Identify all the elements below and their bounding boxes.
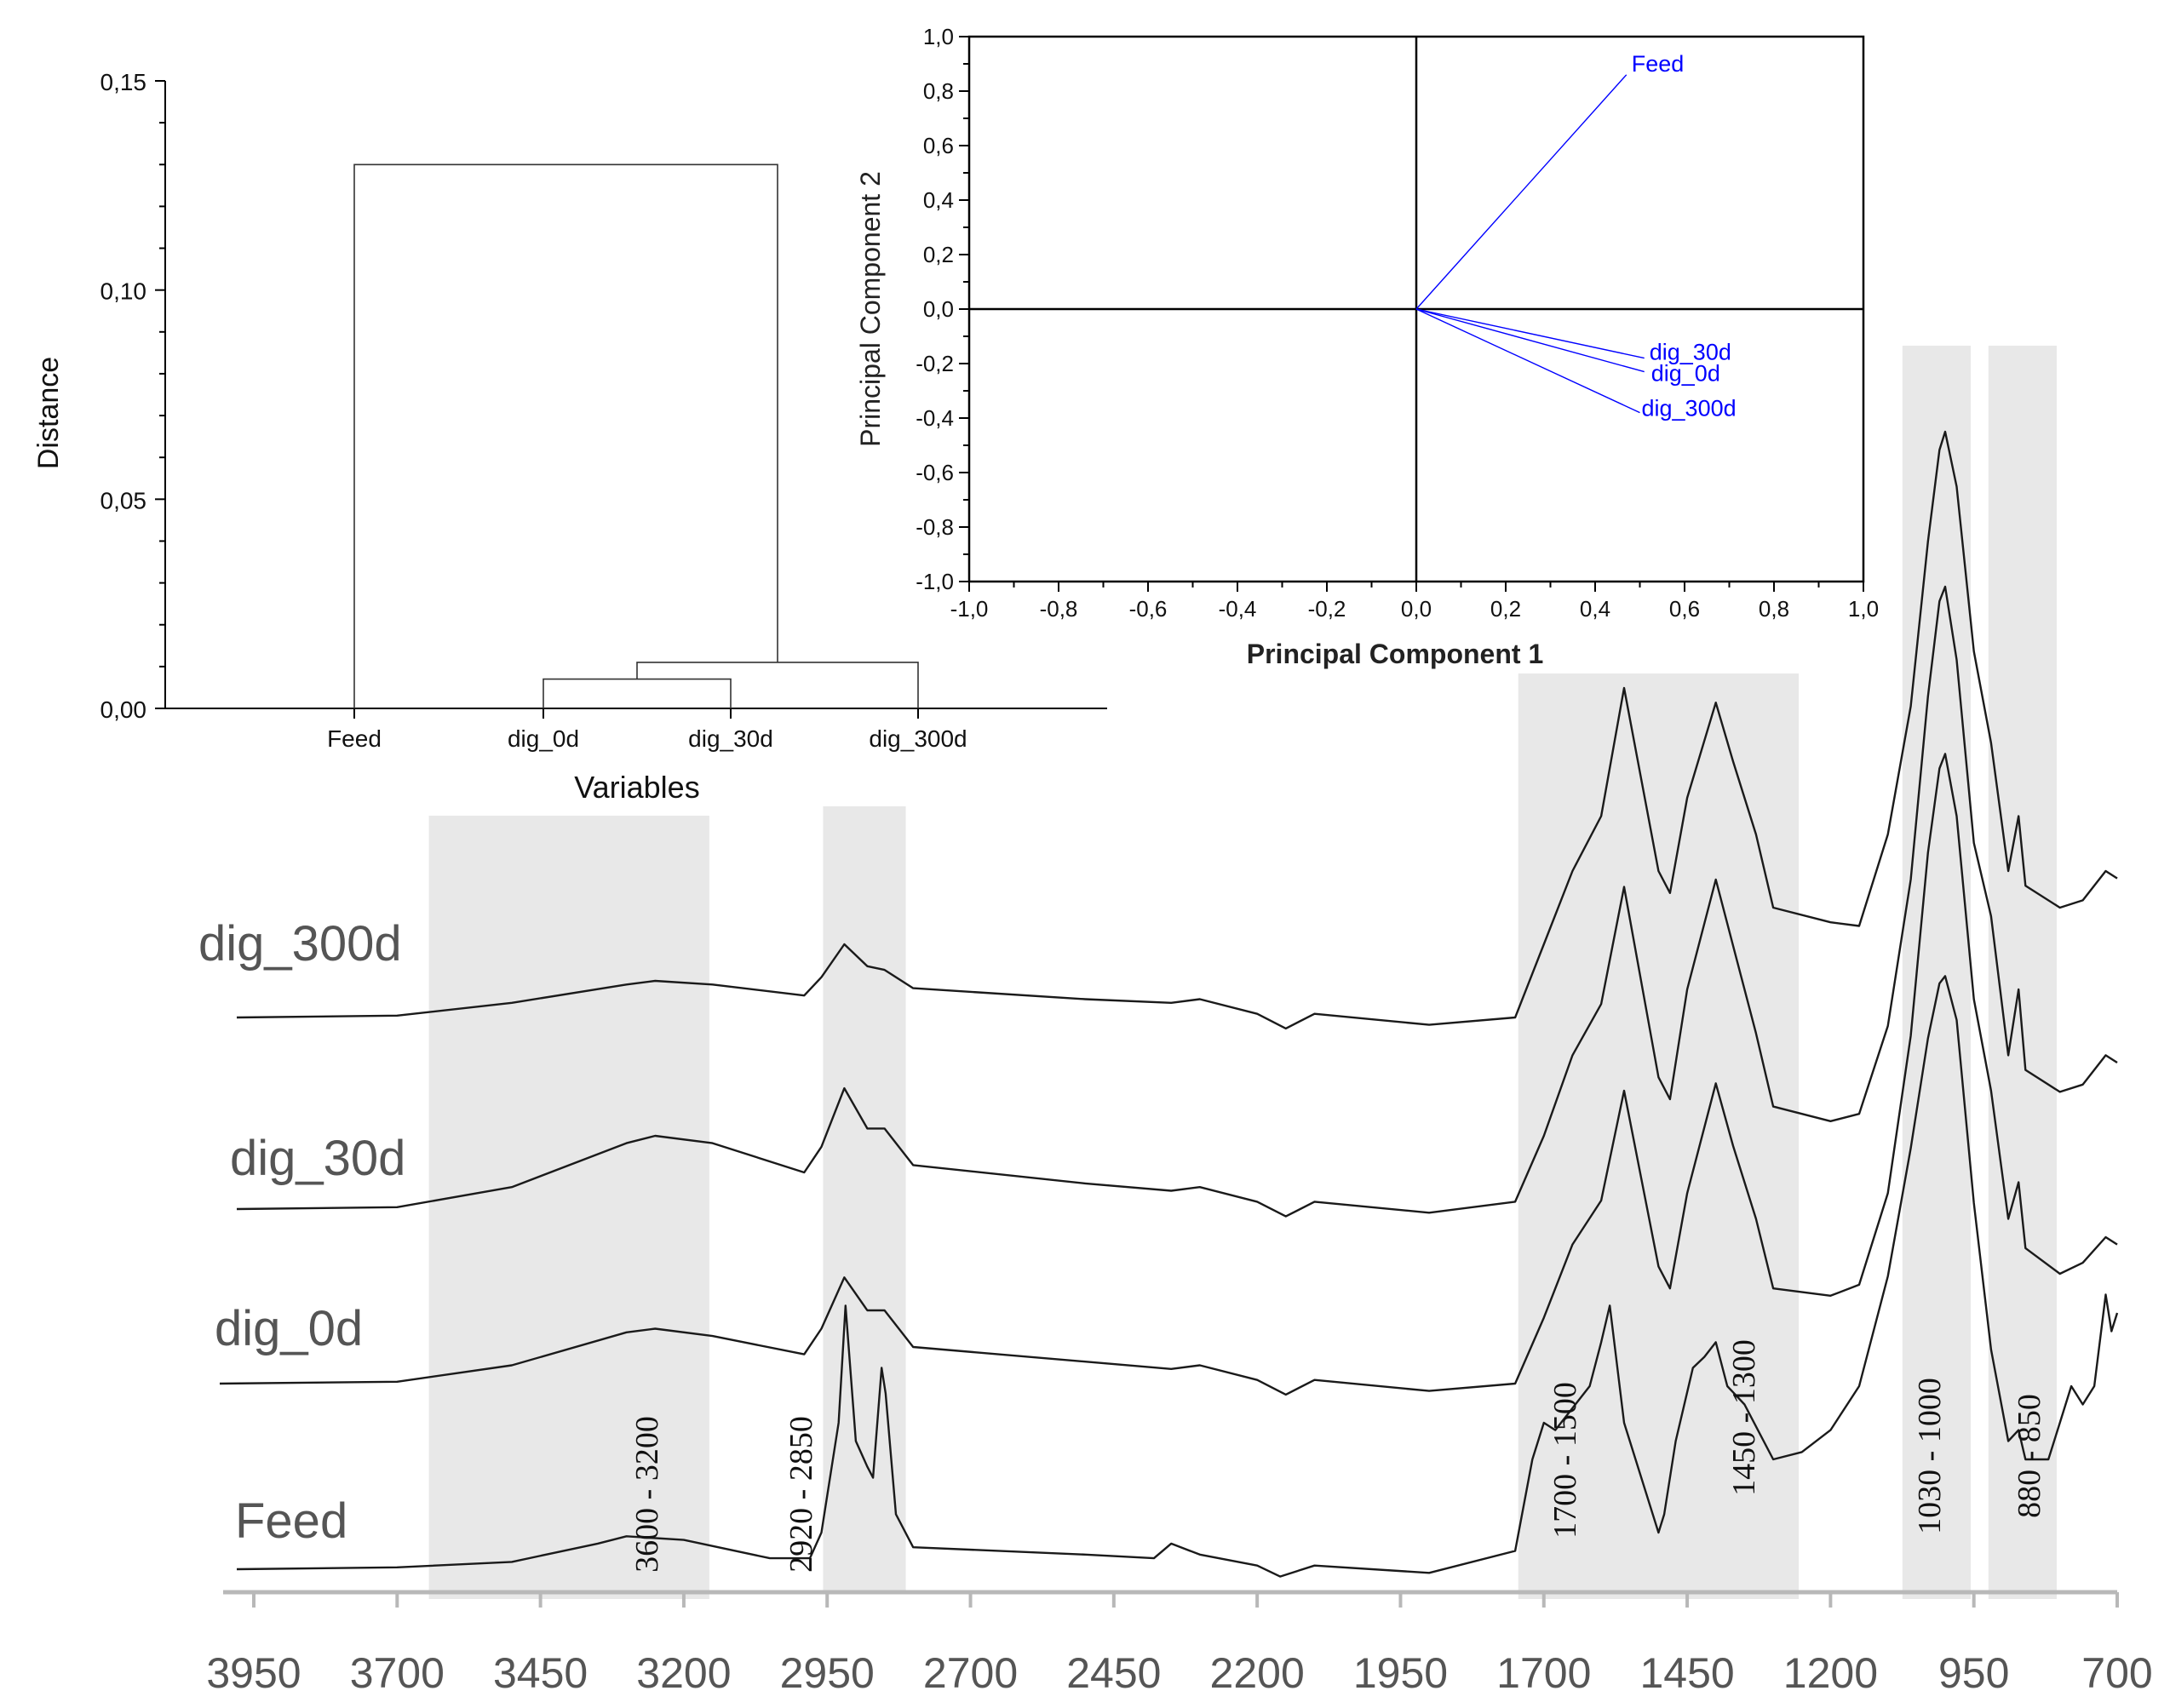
pca-x-tick-label: -0,4 <box>1219 596 1257 622</box>
dendrogram-y-tick-label: 0,00 <box>100 696 147 723</box>
pca-y-tick-label: -0,8 <box>916 514 954 540</box>
dendrogram-link-3 <box>353 163 778 708</box>
wavenumber-tick-label: 3700 <box>350 1649 445 1697</box>
band-label-1450-1300: 1450 - 1300 <box>1726 1339 1762 1496</box>
pca-y-tick-label: -0,6 <box>916 460 954 485</box>
spectrum-line-dig-300d <box>236 430 2118 1030</box>
pca-x-tick-label: -0,8 <box>1040 596 1078 622</box>
dendrogram-y-axis-title: Distance <box>32 357 65 469</box>
band-1700-1500 <box>1518 673 1685 1599</box>
wavenumber-axis: 3950 3700 3450 3200 2950 2700 2450 2200 1950 1700… <box>206 1590 2153 1697</box>
pca-x-tick-label: 0,6 <box>1669 596 1700 622</box>
wavenumber-tick-label: 3450 <box>493 1649 588 1697</box>
dendrogram-link-1 <box>542 678 732 708</box>
dendrogram-x-axis-title: Variables <box>574 770 699 805</box>
series-label-dig-0d: dig_0d <box>215 1301 363 1356</box>
pca-y-tick-label: 0,8 <box>923 78 954 104</box>
pca-x-tick-label: -1,0 <box>950 596 989 622</box>
pca-y-tick-label: 0,6 <box>923 133 954 158</box>
wavenumber-tick-label: 1200 <box>1783 1649 1878 1697</box>
pca-vector-label-dig-0d: dig_0d <box>1651 361 1720 387</box>
wavenumber-tick-label: 1450 <box>1639 1649 1734 1697</box>
band-label-3600-3200: 3600 - 3200 <box>629 1416 665 1573</box>
pca-x-tick-label: -0,2 <box>1308 596 1346 622</box>
wavenumber-tick-label: 2200 <box>1210 1649 1305 1697</box>
band-label-1700-1500: 1700 - 1500 <box>1547 1382 1583 1539</box>
dendrogram-y-tick-label: 0,15 <box>100 69 147 95</box>
pca-x-tick-label: 0,2 <box>1490 596 1521 622</box>
band-label-1030-1000: 1030 - 1000 <box>1912 1378 1948 1534</box>
ftir-spectra-panel: 3600 - 3200 2920 - 2850 1700 - 1500 1450 - … <box>198 346 2153 1697</box>
series-label-dig-300d: dig_300d <box>198 916 402 971</box>
band-label-2920-2850: 2920 - 2850 <box>784 1416 819 1573</box>
wavenumber-tick-label: 3950 <box>206 1649 301 1697</box>
pca-vector-label-dig-30d: dig_30d <box>1650 340 1731 365</box>
wavenumber-tick-label: 2450 <box>1066 1649 1161 1697</box>
wavenumber-tick-label: 2700 <box>923 1649 1018 1697</box>
spectrum-line-dig-0d <box>219 753 2118 1396</box>
spectral-bands <box>428 346 2058 1599</box>
wavenumber-tick-label: 2950 <box>780 1649 875 1697</box>
pca-vector-feed <box>1415 74 1628 310</box>
band-1030-1000 <box>1902 346 1972 1599</box>
pca-vector-label-dig-300d: dig_300d <box>1642 396 1737 421</box>
pca-y-tick-label: 1,0 <box>923 24 954 49</box>
dendrogram-leaf-label-dig-0d: dig_0d <box>508 725 579 752</box>
pca-y-axis-title: Principal Component 2 <box>855 171 886 447</box>
band-3600-3200 <box>428 816 709 1599</box>
pca-y-tick-label: 0,0 <box>923 296 954 322</box>
pca-x-tick-label: 1,0 <box>1848 596 1879 622</box>
spectrum-line-dig-30d <box>236 585 2118 1218</box>
pca-y-tick-label: -0,4 <box>916 405 954 431</box>
pca-x-tick-label: 0,4 <box>1580 596 1610 622</box>
pca-y-tick-label: 0,4 <box>923 187 954 213</box>
wavenumber-tick-label: 1950 <box>1353 1649 1448 1697</box>
dendrogram-leaf-label-feed: Feed <box>327 725 382 752</box>
pca-vector-dig-0d <box>1415 308 1645 373</box>
pca-vector-dig-30d <box>1415 308 1645 359</box>
pca-x-tick-label: 0,0 <box>1401 596 1432 622</box>
dendrogram-leaf-label-dig-300d: dig_300d <box>869 725 967 752</box>
wavenumber-tick-label: 700 <box>2081 1649 2152 1697</box>
dendrogram-links <box>353 163 919 708</box>
band-880-850 <box>1988 346 2058 1599</box>
dendrogram-panel: 0,00 0,05 0,10 0,15 Feed dig_0d dig_30d dig_300… <box>32 69 1107 805</box>
spectra-series <box>219 430 2119 1578</box>
pca-x-tick-label: 0,8 <box>1759 596 1789 622</box>
pca-y-tick-label: -0,2 <box>916 351 954 376</box>
pca-vector-label-feed: Feed <box>1632 51 1685 77</box>
dendrogram-y-tick-label: 0,05 <box>100 487 147 513</box>
dendrogram-link-2 <box>636 662 919 708</box>
pca-y-tick-label: -1,0 <box>916 569 954 594</box>
series-labels: dig_300d dig_30d dig_0d Feed <box>198 916 405 1549</box>
pca-ticks: -1,0 -0,8 -0,6 -0,4 -0,2 0,0 0,2 0,4 0,6 0,8 1,0 1,… <box>916 24 1879 622</box>
dendrogram-y-tick-label: 0,10 <box>100 278 147 305</box>
pca-x-axis-title: Principal Component 1 <box>1247 639 1543 669</box>
wavenumber-tick-label: 950 <box>1938 1649 2009 1697</box>
wavenumber-tick-label: 1700 <box>1496 1649 1591 1697</box>
pca-vector-dig-300d <box>1415 308 1640 414</box>
band-label-880-850: 880 - 850 <box>2012 1394 2047 1518</box>
series-label-feed: Feed <box>235 1493 347 1549</box>
dendrogram-leaf-label-dig-30d: dig_30d <box>688 725 773 752</box>
wavenumber-tick-label: 3200 <box>636 1649 731 1697</box>
band-labels: 3600 - 3200 2920 - 2850 1700 - 1500 1450 - … <box>629 1339 2047 1573</box>
pca-x-tick-label: -0,6 <box>1129 596 1168 622</box>
spectrum-line-feed <box>236 975 2119 1578</box>
pca-y-tick-label: 0,2 <box>923 242 954 267</box>
pca-loading-panel: -1,0 -0,8 -0,6 -0,4 -0,2 0,0 0,2 0,4 0,6 0,8 1,0 1,… <box>855 24 1879 669</box>
dendrogram-axes: 0,00 0,05 0,10 0,15 Feed dig_0d dig_30d dig_300… <box>100 69 1107 752</box>
series-label-dig-30d: dig_30d <box>230 1131 405 1186</box>
